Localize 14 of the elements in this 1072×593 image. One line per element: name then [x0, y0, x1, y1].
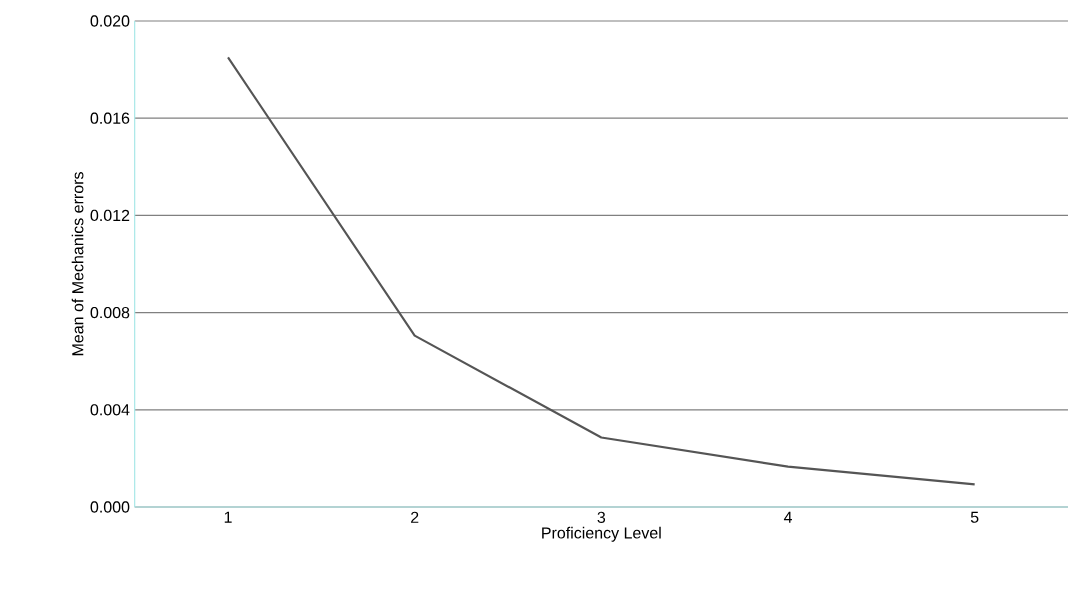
line-series	[226, 56, 976, 486]
x-tick-label: 3	[597, 511, 606, 524]
y-tick-label: 0.008	[90, 306, 130, 319]
y-tick-label: 0.016	[90, 112, 130, 124]
x-tick-label: 5	[970, 511, 979, 523]
y-axis-title: Mean of Mechanics errors	[71, 172, 84, 356]
y-tick-label: 0.004	[90, 404, 130, 416]
y-tick-label: 0.012	[90, 209, 130, 222]
y-tick-label: 0.020	[90, 15, 130, 27]
x-tick-label: 2	[411, 511, 419, 523]
x-tick-label: 4	[783, 511, 792, 523]
x-axis-title: Proficiency Level	[542, 526, 661, 542]
y-tick-label: 0.000	[90, 501, 130, 513]
x-tick-label: 1	[224, 511, 232, 523]
